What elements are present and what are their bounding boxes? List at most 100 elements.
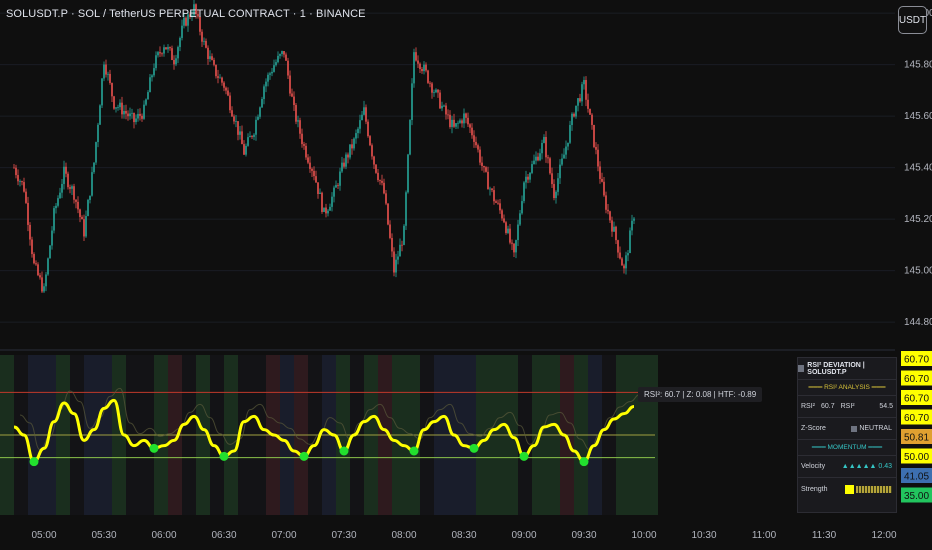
indicator-axis-label: 60.70 xyxy=(904,394,929,405)
indicator-axis-badge xyxy=(901,468,932,483)
time-tick-label: 11:00 xyxy=(752,530,777,541)
buy-signal-dot xyxy=(519,451,529,461)
candle-body xyxy=(243,144,245,155)
candle-body xyxy=(227,90,229,96)
candle-body xyxy=(287,60,289,76)
indicator-axis[interactable]: 60.70 60.70 60.70 60.70 50.81 50.00 41.05 35.00 xyxy=(901,351,932,503)
time-axis[interactable]: 05:00 05:30 06:00 06:30 07:00 07:30 08:00 08:30… xyxy=(31,530,896,541)
time-tick-label: 06:30 xyxy=(211,530,236,541)
candle-body xyxy=(27,202,29,225)
candle-body xyxy=(171,48,173,60)
buy-signal-dot xyxy=(409,446,419,456)
neutral-square-icon xyxy=(851,425,858,432)
candle-body xyxy=(45,274,47,287)
candle-body xyxy=(259,107,261,117)
candle-body xyxy=(269,73,271,75)
symbol-title[interactable]: SOLUSDT.P · SOL / TetherUS PERPETUAL CON… xyxy=(6,8,366,20)
candle-body xyxy=(61,183,63,193)
candle-body xyxy=(323,207,325,212)
candle-body xyxy=(315,176,317,183)
candle-body xyxy=(577,98,579,106)
candle-body xyxy=(51,230,53,246)
candle-body xyxy=(219,77,221,79)
candle-body xyxy=(463,113,465,124)
currency-button[interactable]: USDT xyxy=(898,6,927,34)
candle-body xyxy=(117,107,119,108)
candle-body xyxy=(233,116,235,122)
candle-body xyxy=(417,60,419,64)
indicator-axis-badge xyxy=(901,390,932,405)
candle-body xyxy=(89,195,91,200)
indicator-axis-label: 60.70 xyxy=(904,374,929,385)
price-tick-label: 145.00 xyxy=(904,266,932,277)
zscore-label: Z-Score xyxy=(801,425,826,432)
candle-body xyxy=(127,113,129,117)
candle-body xyxy=(189,14,191,18)
candle-body xyxy=(285,54,287,61)
candle-body xyxy=(607,209,609,212)
rsi-value: 60.7 xyxy=(821,403,835,410)
candle-body xyxy=(199,16,201,32)
candle-body xyxy=(475,141,477,146)
price-tick-label: 145.20 xyxy=(904,214,932,225)
candle-body xyxy=(25,191,27,203)
candle-body xyxy=(387,203,389,225)
buy-signal-dot xyxy=(469,443,479,453)
candle-body xyxy=(491,188,493,191)
candle-body xyxy=(529,172,531,180)
time-tick-label: 10:30 xyxy=(691,530,716,541)
candle-body xyxy=(95,142,97,163)
candle-body xyxy=(613,226,615,232)
candle-body xyxy=(363,107,365,115)
candle-body xyxy=(415,52,417,61)
candle-body xyxy=(105,64,107,75)
candle-body xyxy=(467,117,469,125)
candle-body xyxy=(549,158,551,174)
candle-body xyxy=(383,182,385,194)
candle-body xyxy=(575,105,577,117)
price-grid xyxy=(0,12,895,323)
candle-body xyxy=(539,153,541,161)
candle-body xyxy=(633,218,635,221)
candle-body xyxy=(361,114,363,121)
candle-body xyxy=(597,149,599,167)
candle-body xyxy=(47,258,49,275)
rsi-label: RSI² xyxy=(801,403,815,410)
candle-body xyxy=(277,55,279,63)
candle-body xyxy=(263,86,265,99)
indicator-axis-badge xyxy=(901,487,932,503)
candle-body xyxy=(129,113,131,117)
candle-body xyxy=(167,47,169,50)
candle-body xyxy=(449,114,451,127)
candle-body xyxy=(565,146,567,155)
candle-body xyxy=(223,82,225,88)
candle-body xyxy=(397,256,399,260)
candle-body xyxy=(481,162,483,166)
time-tick-label: 07:00 xyxy=(271,530,296,541)
candle-body xyxy=(477,145,479,150)
candle-body xyxy=(395,259,397,273)
candle-body xyxy=(131,112,133,114)
candle-body xyxy=(455,123,457,127)
candle-body xyxy=(191,15,193,18)
candle-body xyxy=(213,59,215,65)
buy-signal-dot xyxy=(149,443,159,453)
candle-body xyxy=(103,64,105,79)
candle-body xyxy=(257,116,259,120)
candle-body xyxy=(519,213,521,225)
candle-body xyxy=(53,208,55,231)
candle-body xyxy=(221,77,223,83)
candle-body xyxy=(517,224,519,241)
zscore-row: Z-Score NEUTRAL xyxy=(798,418,896,440)
candle-body xyxy=(305,145,307,158)
candle-body xyxy=(351,144,353,149)
candle-body xyxy=(173,59,175,65)
candle-body xyxy=(151,75,153,78)
candle-body xyxy=(155,55,157,69)
candle-body xyxy=(215,64,217,77)
candle-body xyxy=(513,243,515,253)
time-tick-label: 09:30 xyxy=(571,530,596,541)
section-analysis: ═══ RSI² ANALYSIS ═══ xyxy=(798,380,896,396)
candle-body xyxy=(341,162,343,172)
